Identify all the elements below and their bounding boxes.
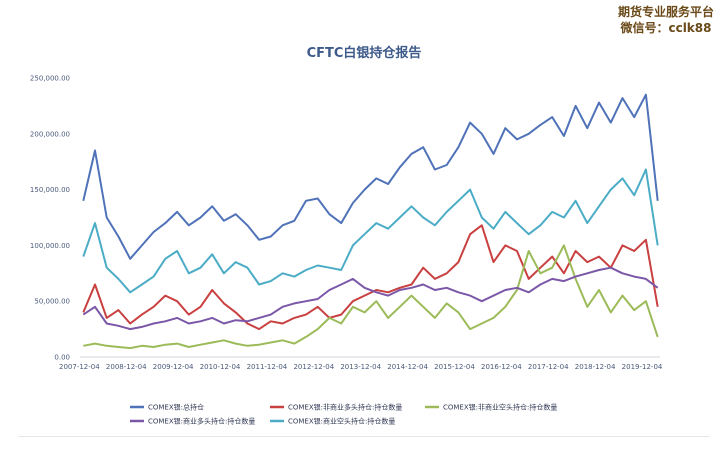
y-tick-label: 150,000.00 [30,186,70,194]
watermark-line1: 期货专业服务平台 [617,5,714,19]
chart-legend: COMEX银:总持仓 COMEX银:非商业多头持仓:持仓数量 COMEX银:非商业空… [130,403,557,426]
x-tick-label: 2013-12-04 [340,363,381,371]
x-tick-label: 2016-12-04 [481,363,522,371]
series-line-1 [82,93,659,260]
legend-label: COMEX银:商业多头持仓:持仓数量 [148,417,255,426]
y-tick-label: 0.00 [54,354,70,362]
x-tick-label: 2012-12-04 [293,363,334,371]
x-tick-label: 2010-12-04 [200,363,241,371]
series-line-2 [82,224,659,331]
watermark: 期货专业服务平台 微信号：cclk88 [618,4,714,36]
legend-label: COMEX银:总持仓 [148,403,204,412]
series-line-3 [83,244,659,350]
x-tick-label: 2018-12-04 [575,363,616,371]
footer-divider [18,436,710,437]
y-tick-label: 200,000.00 [30,130,70,138]
x-tick-label: 2009-12-04 [153,363,194,371]
legend-label: COMEX银:非商业空头持仓:持仓数量 [443,403,557,412]
x-tick-label: 2017-12-04 [528,363,569,371]
x-tick-label: 2015-12-04 [434,363,475,371]
series-line-4 [82,266,659,331]
y-tick-label: 250,000.00 [30,75,70,83]
x-tick-label: 2008-12-04 [106,363,147,371]
x-tick-label: 2011-12-04 [247,363,288,371]
chart-title: CFTC白银持仓报告 [306,46,422,61]
y-tick-label: 50,000.00 [34,298,70,306]
x-tick-label: 2007-12-04 [59,363,100,371]
y-tick-label: 100,000.00 [30,242,70,250]
x-tick-label: 2014-12-04 [387,363,428,371]
watermark-line2: 微信号：cclk88 [620,21,712,35]
legend-label: COMEX银:商业空头持仓:持仓数量 [288,417,395,426]
x-tick-label: 2019-12-04 [622,363,663,371]
legend-label: COMEX银:非商业多头持仓:持仓数量 [288,403,402,412]
series-line-5 [82,168,659,294]
chart-axes: 0.00 50,000.00 100,000.00 150,000.00 200,000… [30,75,663,372]
chart-lines [82,93,659,350]
